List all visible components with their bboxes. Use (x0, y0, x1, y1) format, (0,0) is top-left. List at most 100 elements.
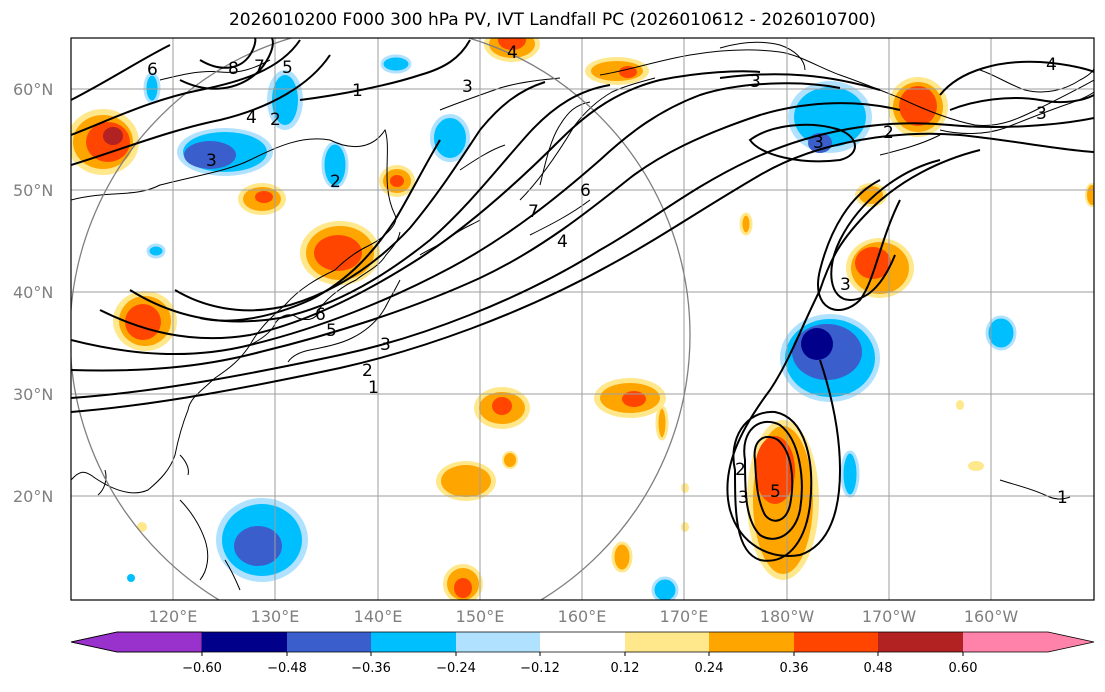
pv-contour (748, 123, 856, 163)
pv-contour (949, 94, 1094, 111)
pv-contour-label: 6 (315, 305, 326, 325)
lat-label: 60°N (13, 80, 53, 99)
lon-label: 130°E (251, 607, 300, 626)
positive-anomaly (888, 77, 948, 137)
pv-contour (71, 102, 901, 372)
pc-shading-layer (71, 38, 1094, 600)
lat-label: 50°N (13, 181, 53, 200)
pv-contour (71, 132, 1094, 413)
pv-contour-label: 2 (330, 172, 341, 192)
pv-contour (817, 179, 901, 311)
pv-contour-label: 3 (750, 72, 761, 92)
colorbar-segment (202, 632, 287, 652)
negative-anomaly (780, 314, 880, 402)
chart-title: 2026010200 F000 300 hPa PV, IVT Landfall… (228, 10, 876, 30)
pv-contour-label: 7 (528, 202, 539, 222)
positive-anomaly (747, 420, 819, 580)
pv-contour (299, 39, 471, 101)
negative-anomaly (216, 498, 308, 582)
pv-contour-label: 2 (735, 460, 746, 480)
positive-anomaly (436, 461, 496, 501)
pv-contour-label: 4 (507, 43, 518, 63)
pv-contour (199, 139, 441, 322)
lon-label: 170°E (660, 607, 709, 626)
pv-contour-label: 3 (380, 335, 391, 355)
pv-contour-label: 7 (254, 57, 265, 77)
colorbar-tick-label: −0.48 (267, 661, 307, 676)
positive-anomaly (846, 238, 914, 298)
pv-contour-label: 1 (1057, 488, 1068, 508)
colorbar-segment (625, 632, 709, 652)
pv-contour-label: 5 (282, 58, 293, 78)
negative-anomaly (267, 70, 303, 130)
colorbar-segment (963, 632, 1094, 652)
pv-contour-label: 4 (246, 108, 257, 128)
lon-label: 160°E (558, 607, 607, 626)
pv-contour-label: 6 (580, 181, 591, 201)
pv-contour (830, 159, 941, 302)
colorbar-tick-label: 0.36 (780, 661, 809, 676)
pv-contour (71, 82, 841, 356)
pv-contour (726, 149, 981, 557)
pv-contour (71, 39, 301, 136)
lat-label: 20°N (13, 487, 53, 506)
lon-label: 150°E (456, 607, 505, 626)
colorbar-tick-label: 0.48 (864, 661, 893, 676)
lon-label: 180°W (760, 607, 815, 626)
pv-contour-label: 1 (352, 81, 363, 101)
pv-contour (99, 70, 761, 340)
latitude-labels: 60°N 50°N 40°N 30°N 20°N (13, 80, 53, 506)
pv-contour (199, 38, 257, 69)
lon-label: 140°E (354, 607, 403, 626)
landfall-radius-circle (71, 38, 691, 600)
pv-contour-labels: 1 2 3 4 5 6 7 6 6 8 7 5 1 3 4 2 3 2 4 3 … (147, 43, 1068, 508)
colorbar-segment (371, 632, 456, 652)
pv-contours (71, 38, 1094, 562)
coastlines (71, 41, 1094, 591)
map-panel: 1 2 3 4 5 6 7 6 6 8 7 5 1 3 4 2 3 2 4 3 … (71, 38, 1094, 600)
colorbar-segment (70, 631, 203, 653)
colorbar-segment (456, 632, 540, 652)
negative-anomaly (788, 81, 872, 153)
positive-anomaly (585, 57, 649, 85)
colorbar-segment (540, 632, 625, 652)
lon-label: 120°E (149, 607, 198, 626)
positive-anomaly (238, 183, 286, 215)
longitude-labels: 120°E 130°E 140°E 150°E 160°E 170°E 180°… (149, 607, 1019, 626)
pv-contour-label: 6 (147, 60, 158, 80)
lat-label: 30°N (13, 385, 53, 404)
pv-contour-label: 4 (1046, 55, 1057, 75)
pv-contour (743, 420, 803, 540)
colorbar-segment (287, 632, 371, 652)
pv-contour (179, 38, 274, 90)
colorbar-tick-label: 0.60 (949, 661, 978, 676)
pv-contour (71, 117, 1094, 399)
lon-label: 170°W (862, 607, 917, 626)
pv-contour-label: 5 (770, 482, 781, 502)
pv-contour-label: 3 (840, 275, 851, 295)
pv-contour (732, 410, 813, 562)
pv-contour-label: 5 (326, 321, 337, 341)
pv-contour (939, 60, 1094, 96)
pv-contour-label: 8 (228, 59, 239, 79)
colorbar-tick-label: −0.36 (351, 661, 391, 676)
pv-contour (174, 81, 546, 312)
pv-contour-label: 2 (270, 110, 281, 130)
colorbar-segment (794, 632, 878, 652)
positive-anomaly (484, 38, 540, 62)
colorbar-tick-label: −0.24 (436, 661, 476, 676)
pv-contour-label: 2 (883, 123, 894, 143)
colorbar-segment (709, 632, 794, 652)
pv-contour-label: 3 (738, 488, 749, 508)
colorbar-tick-label: 0.12 (611, 661, 640, 676)
lon-label: 160°W (964, 607, 1019, 626)
pv-contour-label: 3 (206, 151, 217, 171)
positive-anomaly (379, 165, 415, 197)
colorbar-segment (878, 632, 963, 652)
colorbar-tick-label: −0.60 (182, 661, 222, 676)
pv-contour (719, 73, 881, 91)
positive-anomaly (594, 378, 666, 418)
colorbar-tick-label: −0.12 (520, 661, 560, 676)
pv-contour-label: 4 (557, 232, 568, 252)
pv-contour-label: 3 (1036, 104, 1047, 124)
